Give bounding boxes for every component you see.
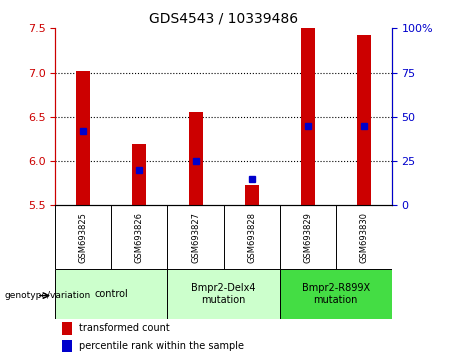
Text: genotype/variation: genotype/variation (5, 291, 91, 300)
Text: GSM693825: GSM693825 (79, 212, 88, 263)
Text: GSM693829: GSM693829 (303, 212, 312, 263)
Text: GSM693828: GSM693828 (247, 212, 256, 263)
Bar (62, 322, 72, 335)
Bar (55, 269, 167, 319)
Bar (189, 112, 202, 205)
Text: GSM693826: GSM693826 (135, 212, 144, 263)
Text: Bmpr2-R899X
mutation: Bmpr2-R899X mutation (301, 283, 370, 305)
Text: GSM693827: GSM693827 (191, 212, 200, 263)
Bar (167, 269, 280, 319)
Bar (280, 269, 392, 319)
Bar (132, 144, 147, 205)
Title: GDS4543 / 10339486: GDS4543 / 10339486 (149, 12, 298, 26)
Text: transformed count: transformed count (79, 323, 170, 333)
Bar (62, 340, 72, 352)
Bar (245, 185, 259, 205)
Bar (77, 71, 90, 205)
Text: Bmpr2-Delx4
mutation: Bmpr2-Delx4 mutation (191, 283, 256, 305)
Text: control: control (95, 289, 128, 299)
Bar (357, 35, 371, 205)
Text: GSM693830: GSM693830 (359, 212, 368, 263)
Text: percentile rank within the sample: percentile rank within the sample (79, 341, 244, 351)
Bar (301, 28, 315, 205)
